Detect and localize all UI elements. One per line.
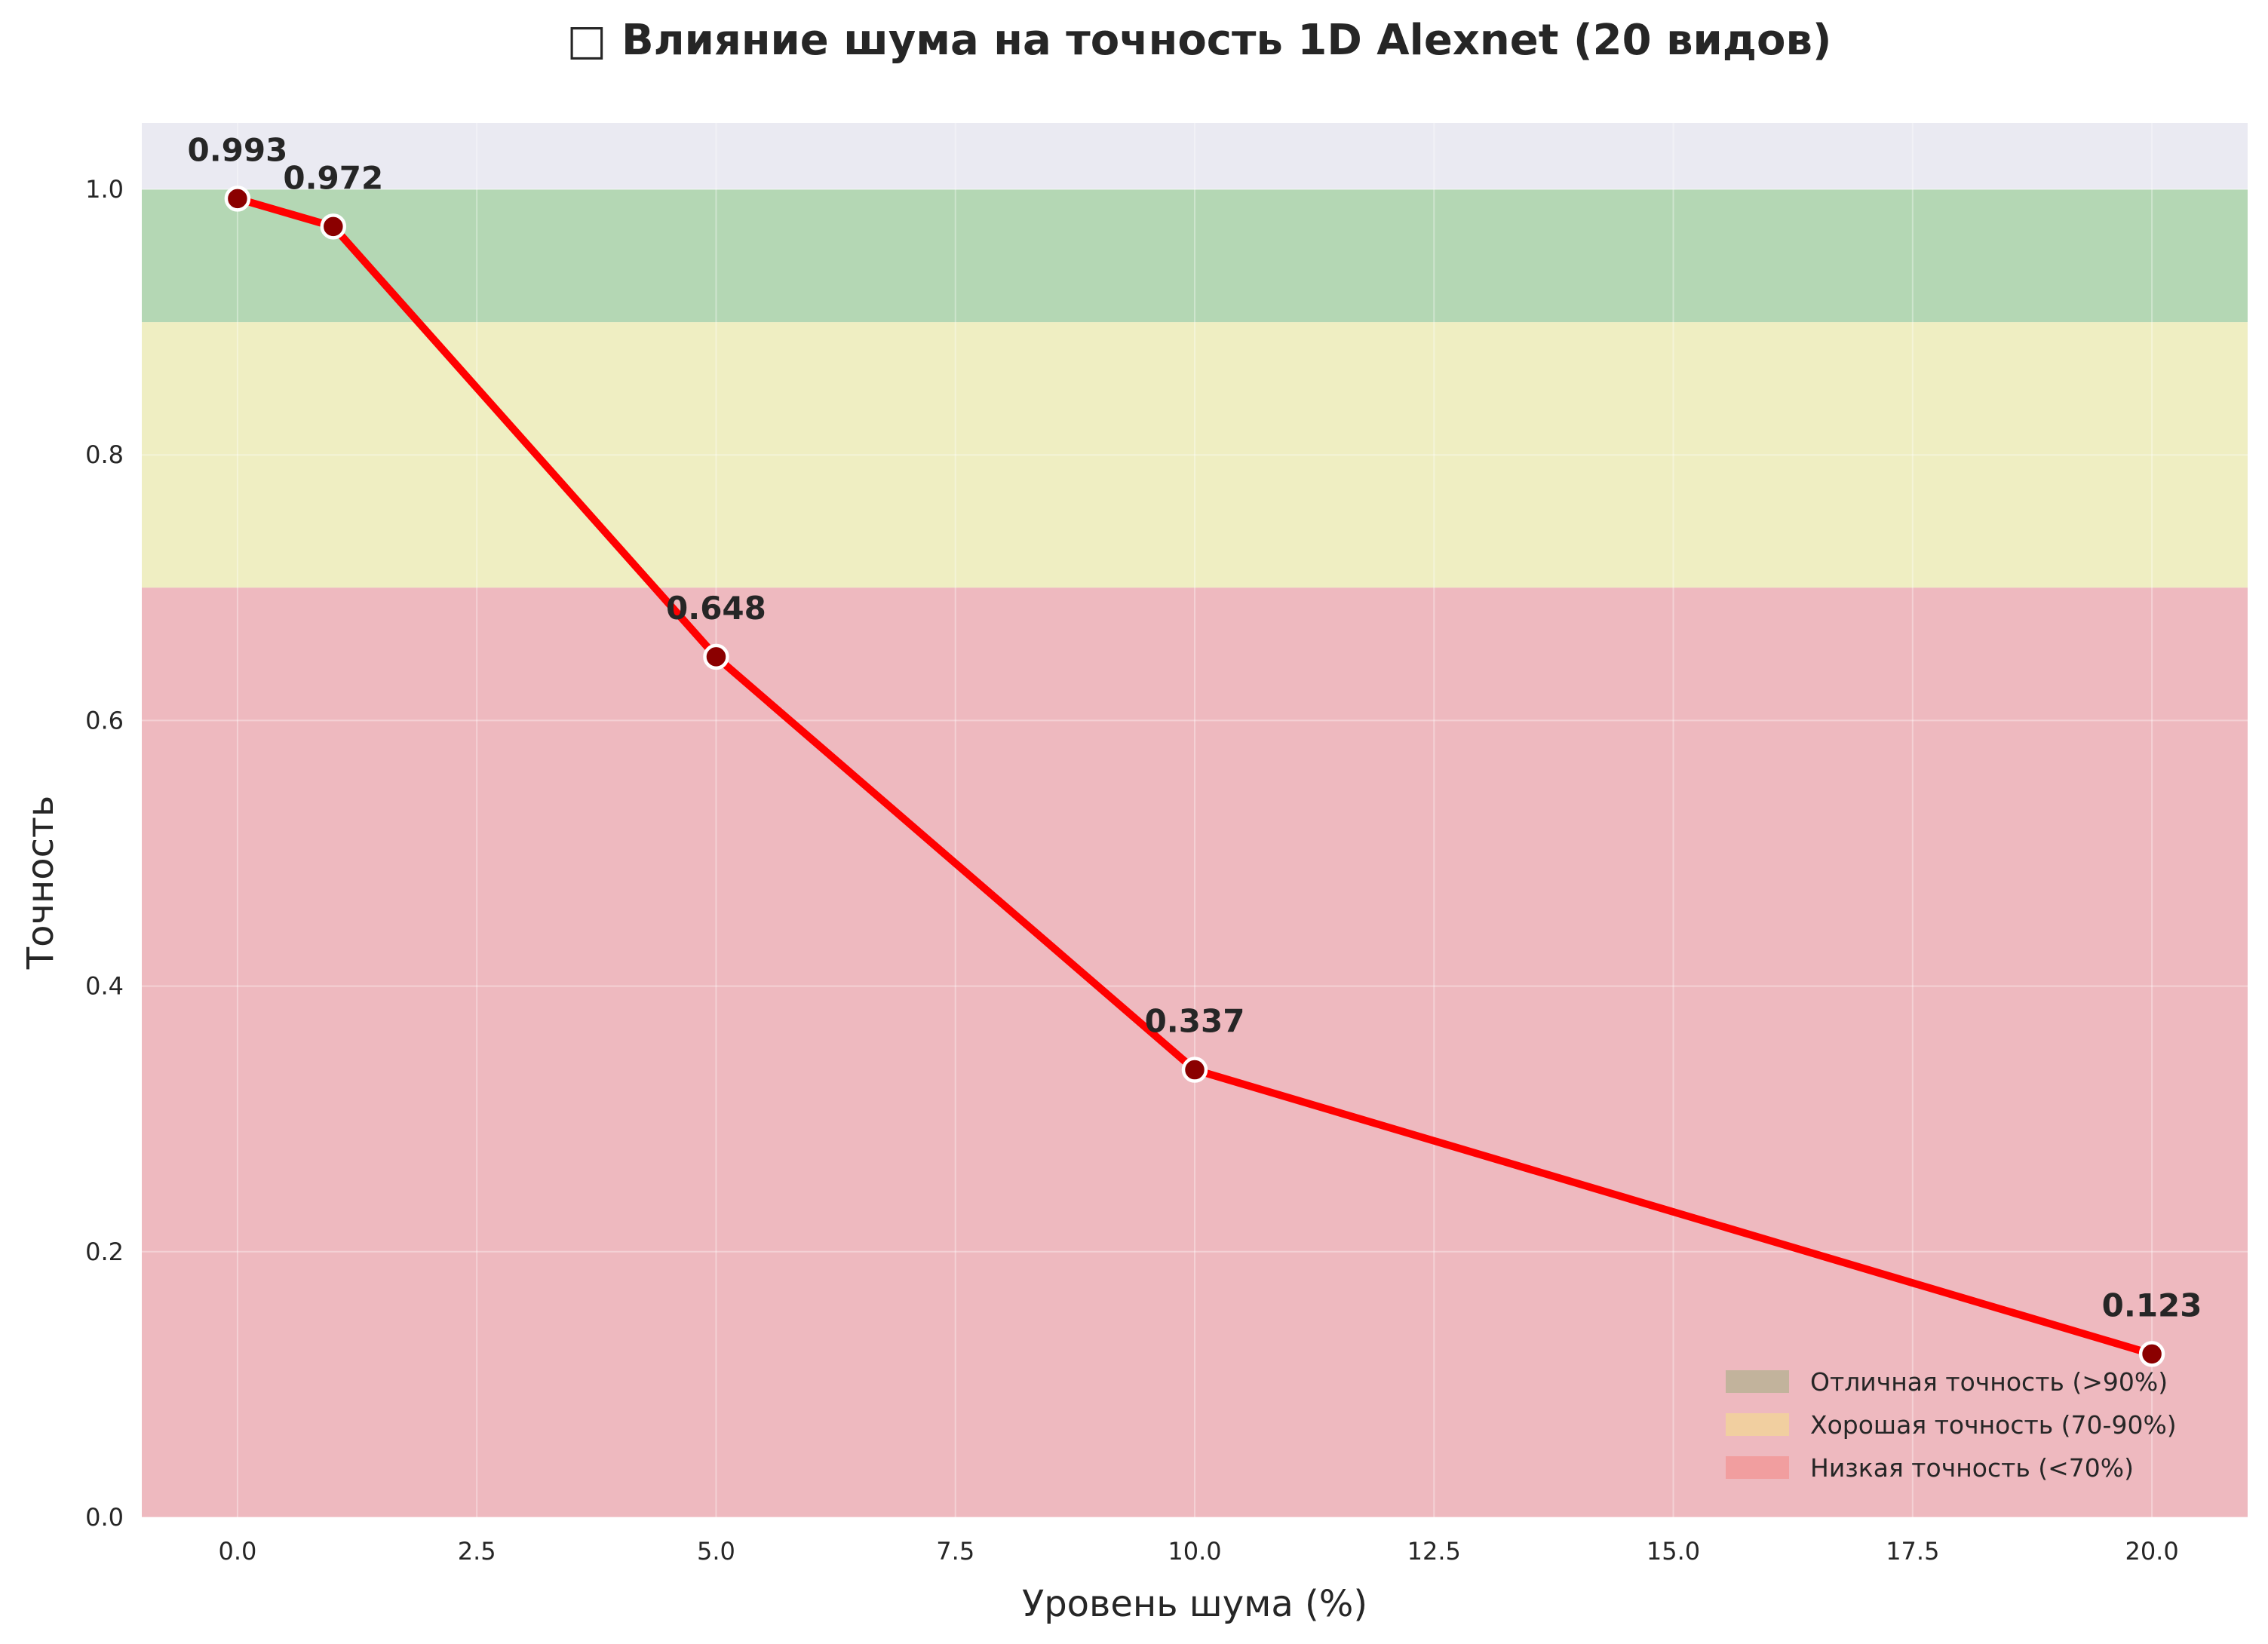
data-label: 0.972 xyxy=(283,159,383,196)
legend-label-2: Низкая точность (<70%) xyxy=(1810,1453,2134,1483)
data-label: 0.337 xyxy=(1145,1003,1245,1040)
x-tick-label: 15.0 xyxy=(1647,1537,1700,1566)
legend-label-1: Хорошая точность (70-90%) xyxy=(1810,1410,2177,1440)
x-tick-label: 20.0 xyxy=(2125,1537,2178,1566)
x-axis-label: Уровень шума (%) xyxy=(1022,1583,1367,1625)
x-tick-label: 7.5 xyxy=(936,1537,974,1566)
y-tick-label: 0.8 xyxy=(85,440,124,469)
data-label: 0.123 xyxy=(2102,1287,2202,1323)
x-tick-label: 17.5 xyxy=(1886,1537,1939,1566)
accuracy-band-0 xyxy=(142,189,2248,323)
y-tick-label: 0.2 xyxy=(85,1238,124,1266)
x-tick-label: 5.0 xyxy=(697,1537,735,1566)
data-point xyxy=(703,643,729,670)
y-axis-label: Точность xyxy=(20,796,62,970)
chart-title: □ Влияние шума на точность 1D Alexnet (2… xyxy=(567,16,1832,65)
y-tick-label: 0.6 xyxy=(85,706,124,735)
legend: Отличная точность (>90%) Хорошая точность… xyxy=(1726,1367,2177,1483)
legend-swatch-2 xyxy=(1726,1456,1789,1479)
plot-area: 0.0 2.5 5.0 7.5 10.0 12.5 15.0 17.5 20.0 0.0 0.2 0.… xyxy=(85,123,2248,1566)
x-tick-label: 10.0 xyxy=(1168,1537,1221,1566)
x-tick-label: 2.5 xyxy=(458,1537,496,1566)
x-tick-label: 0.0 xyxy=(218,1537,256,1566)
data-label: 0.648 xyxy=(666,590,766,627)
accuracy-band-2 xyxy=(142,587,2248,1518)
legend-label-0: Отличная точность (>90%) xyxy=(1810,1367,2168,1397)
y-tick-label: 0.4 xyxy=(85,972,124,1001)
data-point xyxy=(320,213,347,240)
legend-swatch-0 xyxy=(1726,1370,1789,1393)
x-tick-label: 12.5 xyxy=(1407,1537,1461,1566)
data-point xyxy=(1181,1057,1208,1083)
data-point xyxy=(2138,1341,2165,1367)
data-label: 0.993 xyxy=(187,131,287,168)
y-tick-label: 0.0 xyxy=(85,1503,124,1532)
accuracy-band-1 xyxy=(142,322,2248,588)
legend-swatch-1 xyxy=(1726,1413,1789,1436)
y-tick-label: 1.0 xyxy=(85,175,124,204)
data-point xyxy=(224,186,251,212)
